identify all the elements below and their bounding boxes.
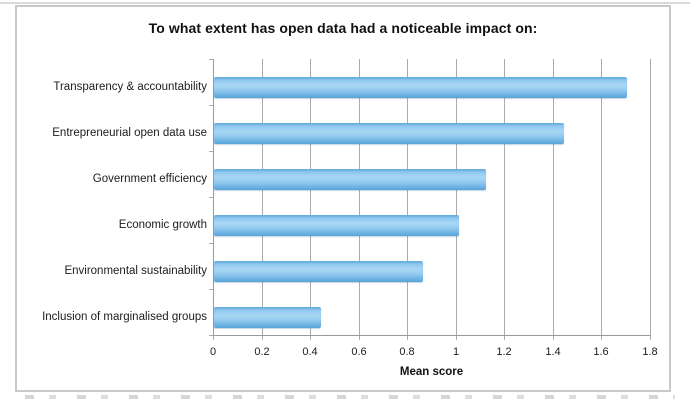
category-label: Economic growth: [118, 219, 207, 231]
x-tick-label: 0.4: [302, 346, 318, 358]
chart-frame: To what extent has open data had a notic…: [15, 5, 671, 392]
gridline: [359, 59, 360, 340]
chart-title: To what extent has open data had a notic…: [148, 20, 538, 36]
x-axis-title: Mean score: [399, 366, 464, 378]
category-label: Entrepreneurial open data use: [52, 127, 207, 139]
y-axis-tick: [209, 197, 213, 198]
y-axis-tick: [209, 59, 213, 60]
category-label: Transparency & accountability: [53, 81, 207, 93]
x-tick-label: 0.2: [254, 346, 270, 358]
y-axis-tick: [209, 289, 213, 290]
bar: [214, 123, 564, 144]
category-axis-labels: Transparency & accountability Entrepreneu…: [23, 59, 207, 335]
gridline: [407, 59, 408, 340]
x-tick-label: 1.4: [545, 346, 561, 358]
x-tick-label: 1.2: [496, 346, 512, 358]
y-axis-tick: [209, 105, 213, 106]
gridline: [601, 59, 602, 340]
cropped-caption-strip: [25, 395, 675, 399]
x-tick-label: 0.6: [351, 346, 367, 358]
category-label: Environmental sustainability: [64, 265, 207, 277]
category-label: Inclusion of marginalised groups: [42, 311, 207, 323]
cropped-content-edge-top: [0, 2, 690, 4]
category-label: Government efficiency: [92, 173, 207, 185]
x-tick-label: 1: [452, 346, 460, 358]
y-axis-tick: [209, 335, 213, 336]
bar: [214, 169, 486, 190]
gridline: [262, 59, 263, 340]
gridline: [553, 59, 554, 340]
x-tick-label: 0.8: [399, 346, 415, 358]
bar: [214, 77, 627, 98]
x-tick-label: 1.8: [642, 346, 658, 358]
bar: [214, 307, 321, 328]
y-axis-line: [213, 59, 214, 335]
gridline: [504, 59, 505, 340]
bar: [214, 261, 423, 282]
plot-area: [209, 59, 651, 340]
y-axis-tick: [209, 151, 213, 152]
bar: [214, 215, 459, 236]
gridline: [650, 59, 651, 340]
gridline: [456, 59, 457, 340]
x-tick-label: 1.6: [593, 346, 609, 358]
x-axis-line: [213, 335, 651, 336]
x-tick-label: 0: [209, 346, 217, 358]
gridline: [310, 59, 311, 340]
y-axis-tick: [209, 243, 213, 244]
